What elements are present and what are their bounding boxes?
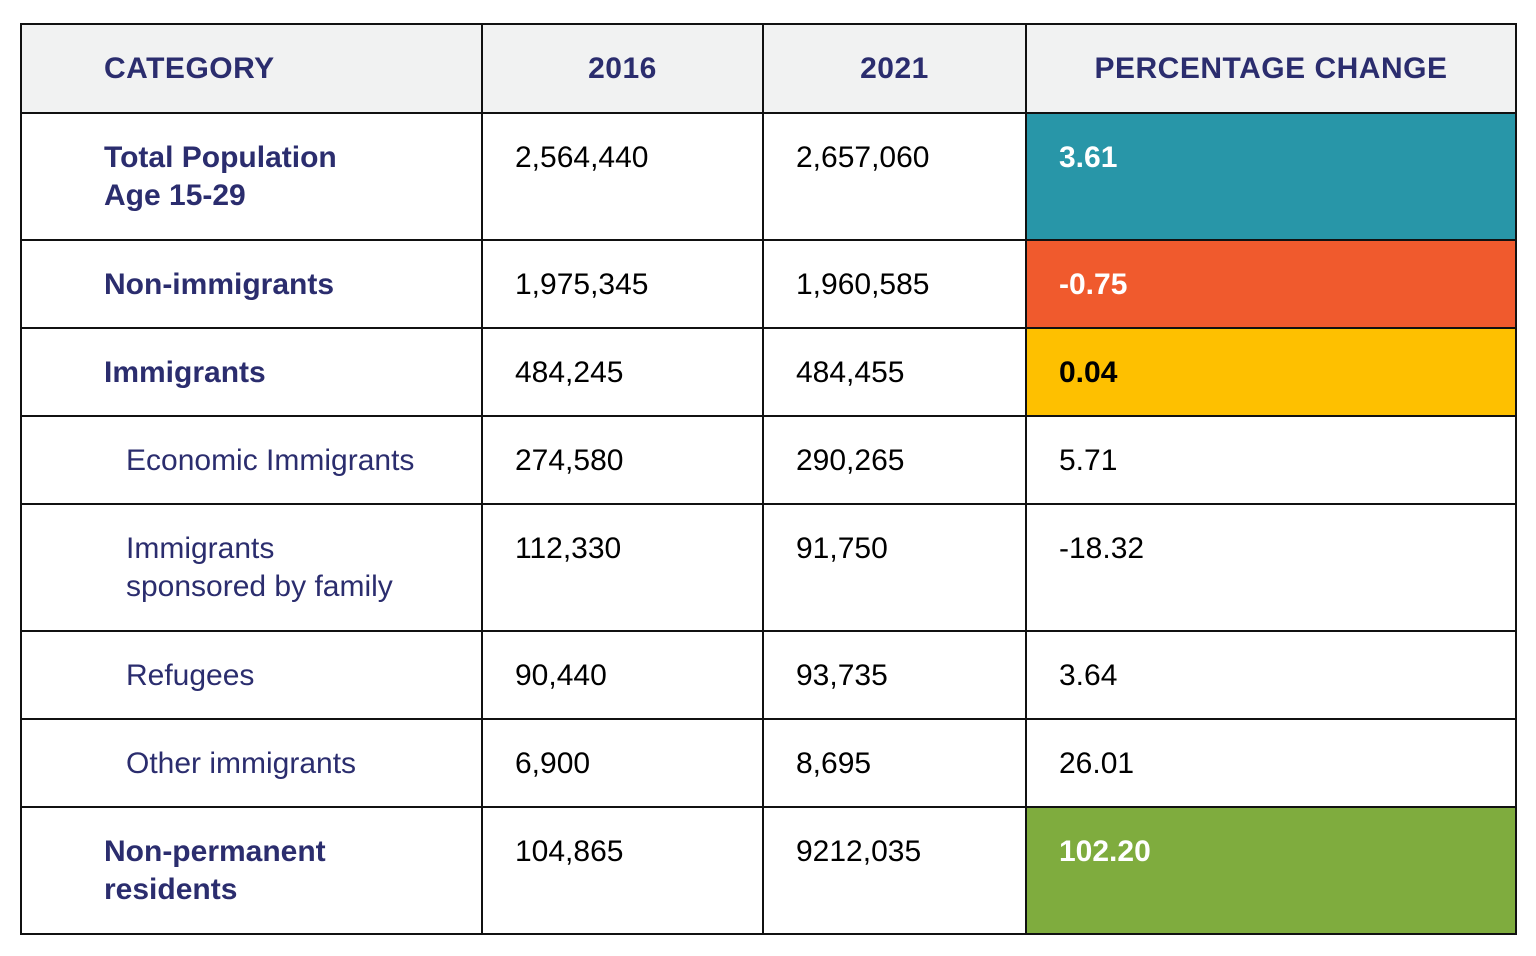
row-label-line2: residents <box>104 873 238 906</box>
row-label-line2: Age 15-29 <box>104 179 246 212</box>
row-label: Other immigrants <box>20 718 483 808</box>
row-immigrants: Immigrants 484,245 484,455 0.04 <box>20 327 1517 417</box>
value-2016: 104,865 <box>481 806 764 935</box>
row-sponsored-by-family: Immigrants sponsored by family 112,330 9… <box>20 503 1517 632</box>
header-percentage-change: PERCENTAGE CHANGE <box>1025 23 1517 114</box>
header-2021: 2021 <box>762 23 1027 114</box>
value-2021: 91,750 <box>762 503 1027 632</box>
row-label-line2: sponsored by family <box>126 570 393 603</box>
header-2016: 2016 <box>481 23 764 114</box>
percentage-change: 3.61 <box>1025 112 1517 241</box>
value-2016: 2,564,440 <box>481 112 764 241</box>
row-total-population: Total Population Age 15-29 2,564,440 2,6… <box>20 112 1517 241</box>
value-2016: 1,975,345 <box>481 239 764 329</box>
percentage-change: 3.64 <box>1025 630 1517 720</box>
percentage-change: 102.20 <box>1025 806 1517 935</box>
value-2016: 90,440 <box>481 630 764 720</box>
value-2016: 6,900 <box>481 718 764 808</box>
row-label-line1: Immigrants <box>126 532 275 565</box>
population-table: CATEGORY 2016 2021 PERCENTAGE CHANGE Tot… <box>20 23 1517 935</box>
value-2016: 484,245 <box>481 327 764 417</box>
row-label: Refugees <box>20 630 483 720</box>
percentage-change: 0.04 <box>1025 327 1517 417</box>
percentage-change: 5.71 <box>1025 415 1517 505</box>
header-row: CATEGORY 2016 2021 PERCENTAGE CHANGE <box>20 23 1517 114</box>
value-2021: 290,265 <box>762 415 1027 505</box>
row-label: Immigrants sponsored by family <box>20 503 483 632</box>
row-label: Economic Immigrants <box>20 415 483 505</box>
row-label-line1: Non-permanent <box>104 835 326 868</box>
value-2021: 484,455 <box>762 327 1027 417</box>
row-label: Immigrants <box>20 327 483 417</box>
row-economic-immigrants: Economic Immigrants 274,580 290,265 5.71 <box>20 415 1517 505</box>
percentage-change: 26.01 <box>1025 718 1517 808</box>
value-2016: 274,580 <box>481 415 764 505</box>
percentage-change: -18.32 <box>1025 503 1517 632</box>
value-2021: 1,960,585 <box>762 239 1027 329</box>
row-other-immigrants: Other immigrants 6,900 8,695 26.01 <box>20 718 1517 808</box>
row-label: Total Population Age 15-29 <box>20 112 483 241</box>
row-label-line1: Total Population <box>104 141 337 174</box>
row-refugees: Refugees 90,440 93,735 3.64 <box>20 630 1517 720</box>
value-2021: 2,657,060 <box>762 112 1027 241</box>
value-2021: 93,735 <box>762 630 1027 720</box>
row-label: Non-permanent residents <box>20 806 483 935</box>
value-2021: 8,695 <box>762 718 1027 808</box>
value-2016: 112,330 <box>481 503 764 632</box>
row-non-immigrants: Non-immigrants 1,975,345 1,960,585 -0.75 <box>20 239 1517 329</box>
percentage-change: -0.75 <box>1025 239 1517 329</box>
value-2021: 9212,035 <box>762 806 1027 935</box>
header-category: CATEGORY <box>20 23 483 114</box>
row-label: Non-immigrants <box>20 239 483 329</box>
row-non-permanent-residents: Non-permanent residents 104,865 9212,035… <box>20 806 1517 935</box>
